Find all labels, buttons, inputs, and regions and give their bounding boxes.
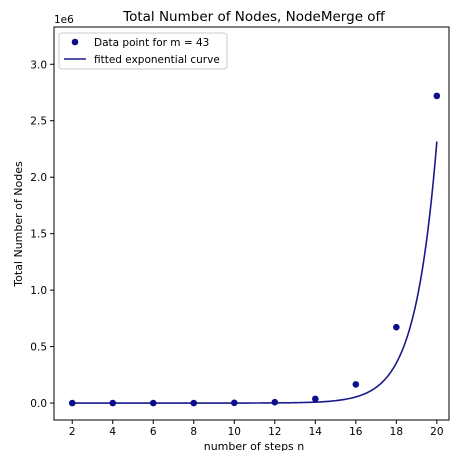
x-axis-label: number of steps n [204, 440, 305, 451]
data-point [271, 398, 279, 406]
y-tick-label: 3.0 [30, 59, 47, 71]
x-tick-label: 20 [430, 426, 443, 438]
y-axis-label: Total Number of Nodes [12, 161, 25, 288]
y-axis-scale-offset: 1e6 [54, 14, 74, 26]
y-tick-label: 1.0 [30, 285, 47, 297]
data-point [393, 323, 400, 331]
x-tick-label: 4 [109, 426, 116, 438]
y-tick-label: 1.5 [30, 229, 47, 241]
x-tick-label: 16 [349, 426, 363, 438]
legend: Data point for m = 43 fitted exponential… [58, 32, 228, 70]
y-tick-label: 2.0 [30, 172, 47, 184]
data-point [312, 395, 319, 403]
x-tick-label: 8 [190, 426, 197, 438]
x-tick-label: 6 [150, 426, 157, 438]
y-tick-label: 0.0 [30, 398, 47, 410]
x-tick-label: 10 [228, 426, 241, 438]
data-point [149, 399, 157, 407]
y-tick-label: 2.5 [30, 116, 47, 128]
fitted-curve-line [72, 141, 438, 404]
plot-area: 2 4 6 8 10 12 14 16 18 20 0.0 0.5 1.0 1.5 2.0 2.5 3.0 [30, 26, 450, 438]
y-tick-label: 0.5 [30, 342, 47, 354]
x-tick-label: 2 [69, 426, 76, 438]
data-point [230, 399, 238, 407]
legend-box [58, 32, 228, 70]
data-point [352, 381, 360, 388]
legend-label-fitted-curve: fitted exponential curve [94, 54, 220, 66]
data-point [190, 399, 198, 407]
legend-marker-data-point [71, 38, 79, 46]
chart-title: Total Number of Nodes, NodeMerge off [122, 9, 385, 25]
data-point [433, 92, 441, 100]
plot-frame [53, 26, 450, 421]
data-point [109, 399, 117, 407]
x-tick-label: 14 [309, 426, 323, 438]
legend-label-data-point: Data point for m = 43 [94, 37, 209, 49]
x-tick-label: 12 [268, 426, 281, 438]
x-tick-label: 18 [390, 426, 403, 438]
data-point [68, 399, 76, 407]
